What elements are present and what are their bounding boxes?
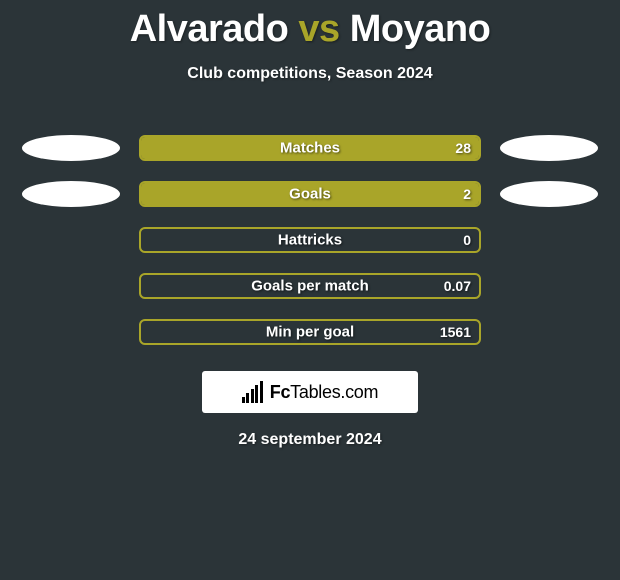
stat-label: Min per goal bbox=[266, 324, 354, 341]
stat-row: Min per goal 1561 bbox=[0, 309, 620, 355]
stat-bar: Hattricks 0 bbox=[139, 227, 481, 253]
stat-row: Goals per match 0.07 bbox=[0, 263, 620, 309]
stat-bar: Matches 28 bbox=[139, 135, 481, 161]
page-title: Alvarado vs Moyano bbox=[0, 0, 620, 51]
logo-rest: Tables.com bbox=[290, 382, 378, 402]
stat-row: Matches 28 bbox=[0, 125, 620, 171]
stat-bar: Goals 2 bbox=[139, 181, 481, 207]
logo-bar bbox=[255, 385, 258, 403]
stat-row: Goals 2 bbox=[0, 171, 620, 217]
stat-value-right: 28 bbox=[455, 140, 471, 156]
logo-bar bbox=[242, 397, 245, 403]
right-side bbox=[499, 181, 599, 207]
left-side bbox=[21, 135, 121, 161]
date-text: 24 september 2024 bbox=[0, 431, 620, 449]
logo-bar bbox=[246, 393, 249, 403]
stat-bar: Goals per match 0.07 bbox=[139, 273, 481, 299]
stat-row: Hattricks 0 bbox=[0, 217, 620, 263]
logo-bar bbox=[251, 389, 254, 403]
stat-value-right: 0.07 bbox=[444, 278, 471, 294]
player2-name: Moyano bbox=[350, 8, 491, 50]
stat-value-right: 1561 bbox=[440, 324, 471, 340]
stat-value-right: 0 bbox=[463, 232, 471, 248]
player-oval-icon bbox=[500, 181, 598, 207]
stat-label: Matches bbox=[280, 140, 340, 157]
stat-label: Goals per match bbox=[251, 278, 369, 295]
player-oval-icon bbox=[22, 181, 120, 207]
fctables-logo[interactable]: FcTables.com bbox=[202, 371, 418, 413]
stat-label: Hattricks bbox=[278, 232, 342, 249]
logo-bar bbox=[260, 381, 263, 403]
left-side bbox=[21, 181, 121, 207]
right-side bbox=[499, 135, 599, 161]
logo-bold: Fc bbox=[270, 382, 290, 402]
stat-bar: Min per goal 1561 bbox=[139, 319, 481, 345]
logo-text: FcTables.com bbox=[270, 382, 378, 403]
player1-name: Alvarado bbox=[130, 8, 289, 50]
player-oval-icon bbox=[22, 135, 120, 161]
stats-list: Matches 28 Goals 2 Hattricks 0 Goals per match… bbox=[0, 125, 620, 355]
vs-text: vs bbox=[298, 8, 339, 50]
subtitle: Club competitions, Season 2024 bbox=[0, 65, 620, 83]
bar-chart-icon bbox=[242, 381, 264, 403]
stat-label: Goals bbox=[289, 186, 331, 203]
stat-value-right: 2 bbox=[463, 186, 471, 202]
player-oval-icon bbox=[500, 135, 598, 161]
